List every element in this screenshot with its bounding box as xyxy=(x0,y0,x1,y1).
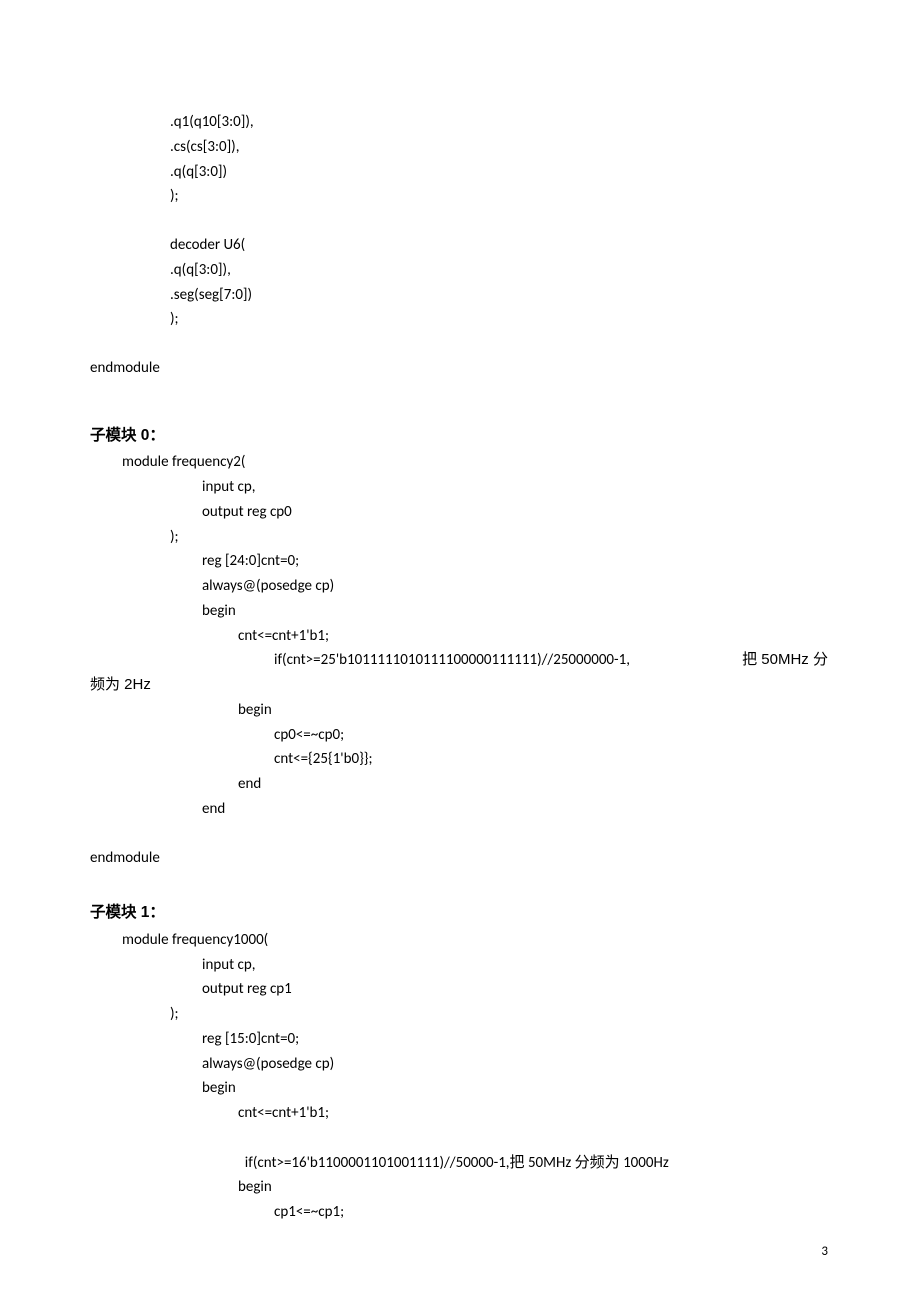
submodule-0-heading: 子模块 0： xyxy=(90,423,830,449)
code-line: begin xyxy=(90,1175,830,1200)
code-line: reg [24:0]cnt=0; xyxy=(90,549,830,574)
code-line: ); xyxy=(90,184,830,209)
code-line: begin xyxy=(90,1076,830,1101)
code-line: cnt<={25{1'b0}}; xyxy=(90,747,830,772)
code-comment-cn: 把 50MHz 分 xyxy=(742,648,828,673)
blank-line xyxy=(90,822,830,846)
code-line: ); xyxy=(90,307,830,332)
code-line: module frequency1000( xyxy=(90,928,830,953)
blank-line xyxy=(90,332,830,356)
code-line: decoder U6( xyxy=(90,233,830,258)
code-line: cnt<=cnt+1'b1; xyxy=(90,1101,830,1126)
code-line: .q(q[3:0]) xyxy=(90,160,830,185)
code-line: module frequency2( xyxy=(90,450,830,475)
blank-line xyxy=(90,381,830,405)
cn-text: 分 xyxy=(813,651,828,668)
code-line: begin xyxy=(90,698,830,723)
code-line: cnt<=cnt+1'b1; xyxy=(90,624,830,649)
code-line: begin xyxy=(90,599,830,624)
code-line: ); xyxy=(90,525,830,550)
code-line: reg [15:0]cnt=0; xyxy=(90,1027,830,1052)
code-text: 50MHz xyxy=(525,1154,575,1172)
code-line: .cs(cs[3:0]), xyxy=(90,135,830,160)
code-line: output reg cp0 xyxy=(90,500,830,525)
page-number: 3 xyxy=(821,1241,828,1262)
code-text: if(cnt>=16'b1100001101001111)//50000-1, xyxy=(245,1154,510,1172)
code-text: 50MHz xyxy=(757,651,813,668)
code-text: 1000Hz xyxy=(620,1154,669,1172)
code-line: input cp, xyxy=(90,953,830,978)
code-line: .seg(seg[7:0]) xyxy=(90,283,830,308)
endmodule: endmodule xyxy=(90,356,830,381)
code-text: if(cnt>=25'b1011111010111100000111111)//… xyxy=(90,648,630,673)
code-line: cp1<=~cp1; xyxy=(90,1200,830,1225)
code-line: end xyxy=(90,772,830,797)
code-line: .q1(q10[3:0]), xyxy=(90,110,830,135)
code-comment-cn-wrap: 频为 2Hz xyxy=(90,673,830,698)
code-line: if(cnt>=16'b1100001101001111)//50000-1,把… xyxy=(90,1126,830,1176)
submodule-1-heading: 子模块 1： xyxy=(90,900,830,926)
code-line: always@(posedge cp) xyxy=(90,574,830,599)
code-line: always@(posedge cp) xyxy=(90,1052,830,1077)
code-line: cp0<=~cp0; xyxy=(90,723,830,748)
blank-line xyxy=(90,209,830,233)
endmodule: endmodule xyxy=(90,846,830,871)
blank-line xyxy=(90,870,830,882)
cn-text: 把 xyxy=(742,651,757,668)
code-line: .q(q[3:0]), xyxy=(90,258,830,283)
code-line: input cp, xyxy=(90,475,830,500)
code-line: ); xyxy=(90,1002,830,1027)
cn-text: 把 xyxy=(510,1154,525,1171)
code-line-wrapped: if(cnt>=25'b1011111010111100000111111)//… xyxy=(90,648,830,673)
code-line: end xyxy=(90,797,830,822)
cn-text: 分频为 xyxy=(575,1154,620,1171)
code-line: output reg cp1 xyxy=(90,977,830,1002)
